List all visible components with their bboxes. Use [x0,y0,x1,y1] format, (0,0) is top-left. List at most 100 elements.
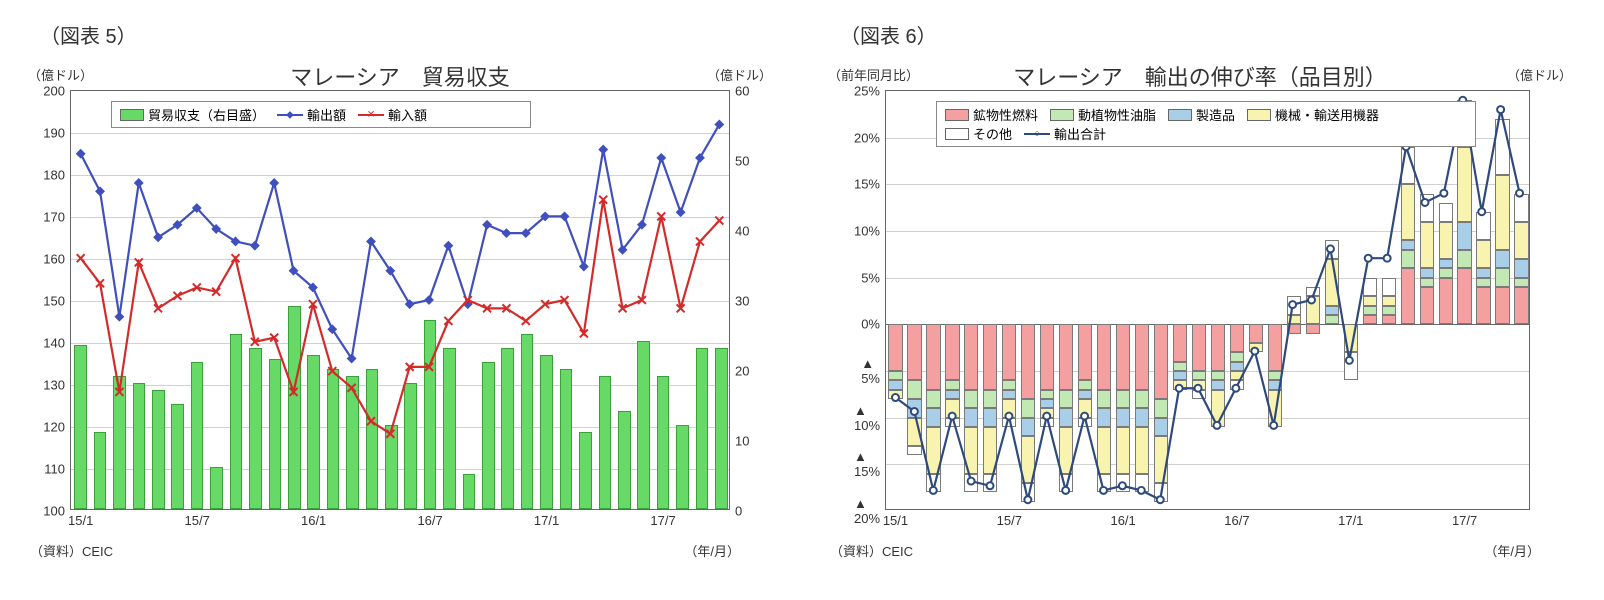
xtick: 15/1 [68,509,93,528]
exports-marker [482,220,492,230]
ytick-left: ▲ 10% [854,403,886,433]
xtick: 17/7 [650,509,675,528]
chart6-panel: （図表 6） マレーシア 輸出の伸び率（品目別） （前年同月比） （億ドル） ▲… [810,10,1590,590]
exports-marker [695,153,705,163]
ytick-left: ▲ 15% [854,449,886,479]
legend-item: 動植物性油脂 [1050,105,1156,124]
chart6-lines [886,91,1529,509]
total-marker [1384,255,1391,262]
chart5-legend: 貿易収支（右目盛）◆輸出額✕輸入額 [111,101,531,128]
exports-marker [424,295,434,305]
exports-marker [76,149,86,159]
legend-label: 機械・輸送用機器 [1275,105,1379,124]
total-marker [930,487,937,494]
total-marker [1421,199,1428,206]
legend-item: 製造品 [1168,105,1235,124]
legend-item: ○ 輸出合計 [1024,124,1106,143]
xtick: 16/1 [1110,509,1135,528]
ytick-left: 150 [43,294,71,309]
legend-line: ◆ [277,114,303,116]
chart5-yr-label: （億ドル） [707,65,772,84]
chart6-legend: 鉱物性燃料動植物性油脂 製造品 機械・輸送用機器その他 ○ 輸出合計 [936,101,1476,147]
legend-label: 輸出合計 [1054,124,1106,143]
ytick-left: 180 [43,168,71,183]
xtick: 17/1 [1338,509,1363,528]
total-marker [1081,413,1088,420]
ytick-left: 140 [43,336,71,351]
xtick: 16/1 [301,509,326,528]
total-marker [1270,422,1277,429]
total-marker [1138,487,1145,494]
total-marker [1157,496,1164,503]
ytick-left: ▲ 20% [854,496,886,526]
legend-label: 鉱物性燃料 [973,105,1038,124]
legend-label: 輸入額 [388,105,427,124]
total-marker [1516,190,1523,197]
chart6-title: マレーシア 輸出の伸び率（品目別） [810,60,1590,92]
exports-marker [676,207,686,217]
chart5-plot: 1001101201301401501601701801902000102030… [70,90,730,510]
legend-item: 貿易収支（右目盛） [120,105,265,124]
ytick-right: 40 [729,224,749,239]
total-marker [1062,487,1069,494]
legend-label: 製造品 [1196,105,1235,124]
chart6-xunit: （年/月） [1484,541,1540,560]
ytick-right: 30 [729,294,749,309]
total-line [895,100,1519,499]
total-marker [949,413,956,420]
imports-line [81,200,720,434]
legend-item: ✕ 輸入額 [358,105,427,124]
exports-marker [714,120,724,130]
ytick-left: 160 [43,252,71,267]
total-marker [1308,297,1315,304]
total-marker [1043,413,1050,420]
legend-swatch [1168,109,1192,121]
imports-marker [367,417,375,425]
legend-line: ○ [1024,133,1050,135]
xtick: 17/1 [534,509,559,528]
total-marker [1213,422,1220,429]
total-marker [1346,357,1353,364]
total-marker [1289,301,1296,308]
chart5-figure-label: （図表 5） [40,20,137,49]
ytick-left: 20% [854,130,886,145]
total-marker [1024,496,1031,503]
legend-swatch [945,128,969,140]
exports-marker [598,145,608,155]
imports-marker [348,384,356,392]
legend-item: 鉱物性燃料 [945,105,1038,124]
ytick-left: 200 [43,84,71,99]
exports-marker [443,241,453,251]
total-marker [1440,190,1447,197]
total-marker [1232,385,1239,392]
chart6-yl-label: （前年同月比） [828,65,919,84]
exports-marker [560,211,570,221]
exports-marker [95,186,105,196]
total-marker [1119,482,1126,489]
legend-label: その他 [973,124,1012,143]
total-marker [1100,487,1107,494]
xtick: 15/1 [883,509,908,528]
total-marker [892,394,899,401]
chart6-source: （資料）CEIC [830,541,913,560]
total-marker [1478,208,1485,215]
ytick-left: 130 [43,378,71,393]
legend-line: ✕ [358,114,384,116]
ytick-right: 50 [729,154,749,169]
legend-swatch [945,109,969,121]
ytick-right: 60 [729,84,749,99]
ytick-left: 15% [854,177,886,192]
total-marker [911,408,918,415]
ytick-left: 110 [44,462,71,477]
xtick: 15/7 [997,509,1022,528]
total-marker [968,478,975,485]
exports-marker [134,178,144,188]
chart5-yl-label: （億ドル） [28,65,93,84]
imports-marker [522,317,530,325]
total-marker [1005,413,1012,420]
total-marker [1195,385,1202,392]
imports-marker [77,254,85,262]
total-marker [1251,348,1258,355]
chart5-lines [71,91,729,509]
ytick-left: 10% [854,224,886,239]
